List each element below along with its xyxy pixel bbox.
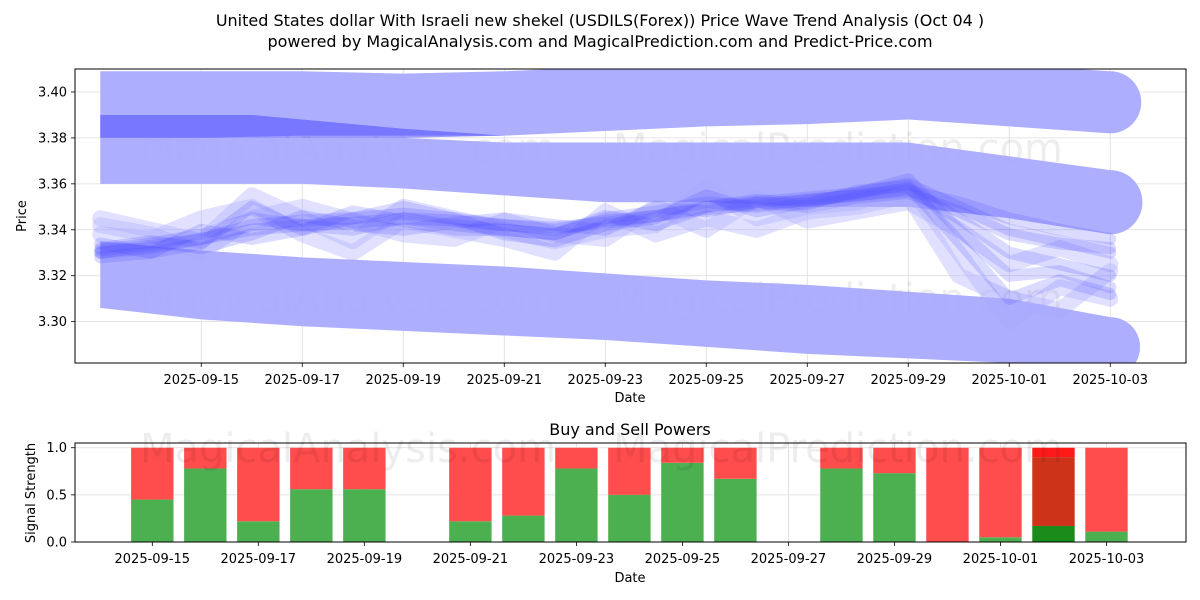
price-x-tick-label: 2025-09-19 (365, 373, 441, 388)
sell-bar (237, 447, 280, 522)
price-faint-wave-2 (92, 189, 1119, 273)
power-y-tick-label: 1.0 (46, 441, 67, 456)
price-x-tick-label: 2025-09-17 (264, 373, 340, 388)
price-x-tick-label: 2025-09-15 (163, 373, 239, 388)
price-wave-1 (94, 182, 1117, 282)
buy-bar (873, 473, 916, 542)
sell-bar (926, 447, 969, 542)
power-x-tick-label: 2025-09-29 (857, 552, 933, 567)
price-y-tick-label: 3.36 (38, 177, 67, 192)
price-x-tick-label: 2025-09-21 (466, 373, 542, 388)
buy-bar (502, 515, 545, 542)
buy-bar (555, 468, 598, 542)
buy-bar (290, 489, 333, 542)
price-faint-wave-1 (92, 187, 1119, 319)
price-wave-0 (94, 177, 1117, 259)
chart-subtitle: powered by MagicalAnalysis.com and Magic… (267, 32, 932, 51)
buy-bar (449, 521, 492, 542)
price-y-ticks: 3.30 3.32 3.34 3.36 3.38 3.40 (38, 85, 75, 330)
sell-bar (343, 447, 386, 490)
price-x-tick-label: 2025-09-27 (769, 373, 845, 388)
buy-bar (979, 537, 1022, 542)
price-chart: MagicalAnalysis.com MagicalPrediction.co… (15, 68, 1187, 406)
buy-bar (184, 468, 227, 542)
buy-bar (1085, 531, 1128, 542)
power-y-tick-label: 0.5 (46, 488, 67, 503)
buy-bar (608, 494, 651, 542)
power-chart: Buy and Sell Powers MagicalAnalysis.com … (24, 420, 1187, 586)
sell-bar (820, 447, 863, 469)
power-title: Buy and Sell Powers (549, 420, 711, 439)
sell-bar (184, 447, 227, 469)
sell-bar-strong (1032, 447, 1075, 458)
sell-bar (131, 447, 174, 500)
price-wave-2 (94, 173, 1117, 294)
power-x-tick-label: 2025-09-19 (327, 552, 403, 567)
price-upper-band (100, 69, 1142, 138)
power-x-ticks: 2025-09-15 2025-09-17 2025-09-19 2025-09-21… (115, 542, 1145, 567)
price-wave-5 (94, 184, 1117, 259)
power-x-tick-label: 2025-09-23 (539, 552, 615, 567)
power-x-tick-label: 2025-09-21 (433, 552, 509, 567)
power-axes-frame (74, 442, 1187, 543)
price-y-tick-label: 3.30 (38, 315, 67, 330)
price-middle-band (100, 137, 1143, 235)
power-x-tick-label: 2025-10-01 (963, 552, 1039, 567)
price-dark-stripe (100, 114, 505, 138)
sell-bar (608, 447, 651, 495)
sell-bar (290, 447, 333, 490)
watermark-analysis-bottom: MagicalAnalysis.com (140, 426, 556, 472)
price-y-tick-label: 3.38 (38, 131, 67, 146)
sell-bar (979, 447, 1022, 538)
price-x-tick-label: 2025-09-25 (668, 373, 744, 388)
price-x-tick-label: 2025-09-29 (870, 373, 946, 388)
buy-bar (661, 462, 704, 542)
power-x-label: Date (614, 571, 645, 586)
buy-bar (343, 489, 386, 542)
power-x-tick-label: 2025-09-27 (751, 552, 827, 567)
power-y-label: Signal Strength (24, 443, 39, 543)
price-y-tick-label: 3.32 (38, 269, 67, 284)
price-y-tick-label: 3.40 (38, 85, 67, 100)
sell-bar (661, 447, 704, 463)
sell-bar (1085, 447, 1128, 532)
buy-bar (237, 521, 280, 542)
power-x-tick-label: 2025-09-25 (645, 552, 721, 567)
power-x-tick-label: 2025-09-17 (221, 552, 297, 567)
power-x-tick-label: 2025-10-03 (1069, 552, 1145, 567)
buy-bar (1032, 525, 1075, 542)
price-x-tick-label: 2025-10-01 (971, 373, 1047, 388)
sell-bar (1032, 457, 1075, 526)
price-x-tick-label: 2025-10-03 (1072, 373, 1148, 388)
price-lower-band (100, 241, 1140, 363)
price-x-tick-label: 2025-09-23 (567, 373, 643, 388)
power-x-tick-label: 2025-09-15 (115, 552, 191, 567)
power-y-tick-label: 0.0 (46, 536, 67, 551)
price-wave-3 (94, 187, 1117, 255)
price-x-label: Date (614, 391, 645, 406)
sell-bar (714, 447, 757, 479)
chart-title: United States dollar With Israeli new sh… (216, 11, 984, 30)
power-y-ticks: 0.0 0.5 1.0 (46, 441, 75, 551)
price-marks (92, 69, 1143, 363)
sell-bar (873, 447, 916, 474)
sell-bar (449, 447, 492, 522)
sell-bar (555, 447, 598, 469)
price-axes-frame (74, 68, 1187, 364)
price-faint-wave-0 (92, 175, 1119, 330)
power-marks (131, 447, 1128, 542)
buy-bar (714, 478, 757, 542)
price-wave-4 (94, 180, 1117, 305)
sell-bar (502, 447, 545, 516)
price-y-tick-label: 3.34 (38, 223, 67, 238)
buy-bar (131, 499, 174, 542)
price-y-label: Price (15, 200, 30, 232)
price-x-ticks: 2025-09-15 2025-09-17 2025-09-19 2025-09-21… (163, 363, 1148, 388)
buy-bar (820, 468, 863, 542)
watermark-prediction-bottom: MagicalPrediction.com (613, 426, 1063, 472)
